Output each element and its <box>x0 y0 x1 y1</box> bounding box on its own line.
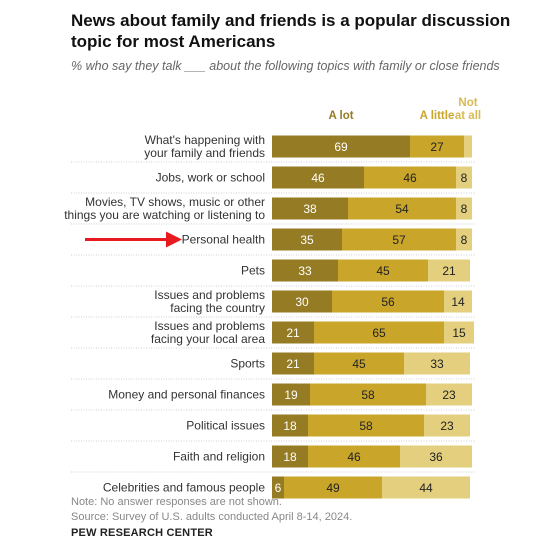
bar-value-label: 56 <box>381 295 395 309</box>
bar-segment-not-at-all <box>382 476 470 499</box>
credit-text: PEW RESEARCH CENTER <box>71 527 213 539</box>
bar-segment-a-lot <box>272 197 348 220</box>
bar-segment-a-lot <box>272 321 314 344</box>
bar-value-label: 33 <box>430 357 444 371</box>
bar-value-label: 8 <box>461 233 468 247</box>
bar-value-label: 19 <box>284 388 298 402</box>
bar-value-label: 44 <box>419 481 433 495</box>
bar-value-label: 8 <box>461 171 468 185</box>
bar-segment-a-lot <box>272 135 410 158</box>
bar-value-label: 54 <box>395 202 409 216</box>
bar-segment-a-lot <box>272 290 332 313</box>
category-label: Sports <box>230 357 265 371</box>
bar-segment-a-little <box>364 166 456 189</box>
bar-value-label: 45 <box>376 264 390 278</box>
bar-value-label: 21 <box>442 264 456 278</box>
bar-segment-a-lot <box>272 166 364 189</box>
bar-segment-a-little <box>342 228 456 251</box>
bar-segment-a-lot <box>272 383 310 406</box>
bar-segment-not-at-all <box>400 445 472 468</box>
bar-value-label: 21 <box>286 326 300 340</box>
bar-value-label: 46 <box>347 450 361 464</box>
bar-value-label: 69 <box>334 140 348 154</box>
bar-value-label: 6 <box>275 481 282 495</box>
bar-segment-a-lot <box>272 228 342 251</box>
category-label: Money and personal finances <box>108 388 265 402</box>
bar-segment-not-at-all <box>424 414 470 437</box>
bar-segment-a-little <box>314 321 444 344</box>
bar-segment-not-at-all <box>444 290 472 313</box>
chart-title: News about family and friends is a popul… <box>71 11 511 51</box>
bar-value-label: 49 <box>326 481 340 495</box>
bar-value-label: 57 <box>392 233 406 247</box>
bar-segment-a-little <box>410 135 464 158</box>
bar-value-label: 46 <box>311 171 325 185</box>
category-label: facing your local area <box>151 332 265 346</box>
legend-label-0: A lot <box>328 110 353 122</box>
bar-value-label: 38 <box>303 202 317 216</box>
bar-segment-a-little <box>348 197 456 220</box>
bar-segment-a-little <box>338 259 428 282</box>
category-label: things you are watching or listening to <box>64 208 265 222</box>
bar-value-label: 46 <box>403 171 417 185</box>
legend-label-2: Not <box>458 97 477 109</box>
bar-segment-not-at-all <box>456 197 472 220</box>
category-label: Political issues <box>186 419 265 433</box>
bar-value-label: 15 <box>452 326 466 340</box>
bar-segment-not-at-all <box>456 228 472 251</box>
bar-value-label: 14 <box>451 295 465 309</box>
note-text: Note: No answer responses are not shown. <box>71 496 282 508</box>
bar-value-label: 27 <box>430 140 444 154</box>
highlight-arrow-head <box>166 231 182 248</box>
bar-segment-a-little <box>310 383 426 406</box>
bar-value-label: 18 <box>283 419 297 433</box>
bar-value-label: 35 <box>300 233 314 247</box>
bar-segment-not-at-all <box>444 321 474 344</box>
bar-value-label: 21 <box>286 357 300 371</box>
legend-label-2: at all <box>455 110 481 122</box>
bar-segment-a-little <box>308 414 424 437</box>
bar-value-label: 65 <box>372 326 386 340</box>
bar-segment-a-lot <box>272 259 338 282</box>
bar-value-label: 58 <box>359 419 373 433</box>
category-label: Movies, TV shows, music or other <box>85 195 265 209</box>
bar-value-label: 45 <box>352 357 366 371</box>
bar-segment-not-at-all <box>464 135 472 158</box>
bar-value-label: 58 <box>361 388 375 402</box>
bar-segment-a-lot <box>272 476 284 499</box>
legend-label-1: A little <box>420 110 455 122</box>
category-label: Issues and problems <box>154 319 265 333</box>
category-label: What's happening with <box>145 133 265 147</box>
category-label: your family and friends <box>144 146 265 160</box>
bar-segment-not-at-all <box>404 352 470 375</box>
category-label: Pets <box>241 264 265 278</box>
bar-segment-a-lot <box>272 445 308 468</box>
category-label: Faith and religion <box>173 450 265 464</box>
bar-segment-a-lot <box>272 414 308 437</box>
bar-value-label: 36 <box>429 450 443 464</box>
bar-segment-a-lot <box>272 352 314 375</box>
bar-value-label: 8 <box>461 202 468 216</box>
bar-value-label: 33 <box>298 264 312 278</box>
category-label: Issues and problems <box>154 288 265 302</box>
bar-segment-a-little <box>332 290 444 313</box>
source-text: Source: Survey of U.S. adults conducted … <box>71 511 353 523</box>
bar-segment-a-little <box>308 445 400 468</box>
category-label: Personal health <box>182 233 265 247</box>
bar-value-label: 23 <box>440 419 454 433</box>
bar-segment-a-little <box>314 352 404 375</box>
chart-subtitle: % who say they talk ___ about the follow… <box>71 59 500 73</box>
category-label: facing the country <box>170 301 265 315</box>
bar-segment-not-at-all <box>456 166 472 189</box>
bar-value-label: 23 <box>442 388 456 402</box>
bar-value-label: 18 <box>283 450 297 464</box>
bar-value-label: 30 <box>295 295 309 309</box>
bar-segment-not-at-all <box>428 259 470 282</box>
category-label: Jobs, work or school <box>156 171 265 185</box>
bar-segment-a-little <box>284 476 382 499</box>
bar-segment-not-at-all <box>426 383 472 406</box>
category-label: Celebrities and famous people <box>103 481 265 495</box>
